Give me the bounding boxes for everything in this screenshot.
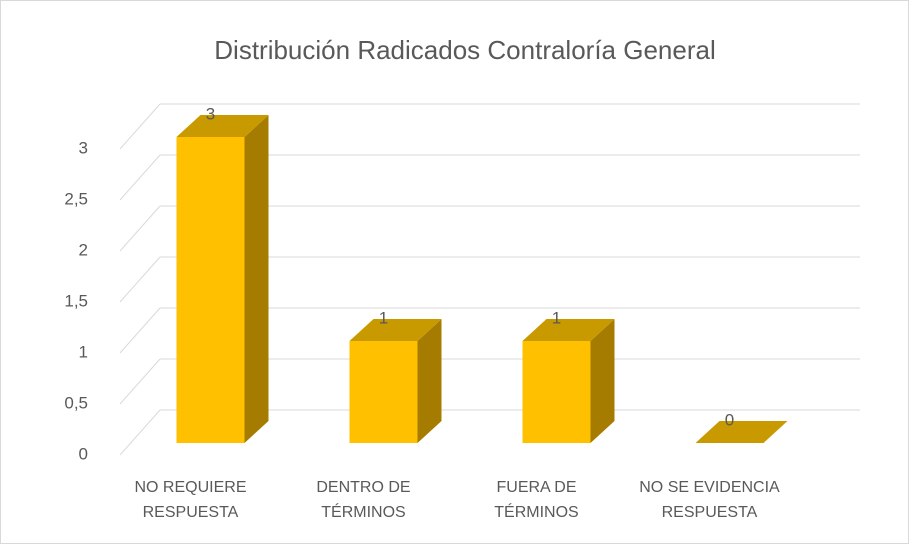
x-tick-label: NO SE EVIDENCIA RESPUESTA <box>639 479 780 521</box>
bar-top <box>695 421 788 443</box>
data-label: 3 <box>206 104 215 123</box>
chart-title: Distribución Radicados Contraloría Gener… <box>214 35 715 65</box>
x-tick-label: NO REQUIERE RESPUESTA <box>134 479 247 521</box>
y-tick-label: 0 <box>79 444 88 463</box>
y-tick-label: 3 <box>79 138 88 157</box>
y-tick-label: 0,5 <box>64 393 88 412</box>
bar-side <box>244 115 269 443</box>
bar-side <box>590 319 615 443</box>
y-tick-label: 2 <box>79 240 88 259</box>
grid-line-side <box>119 154 161 201</box>
grid-line-side <box>119 307 161 354</box>
x-tick-label: DENTRO DE TÉRMINOS <box>316 479 411 521</box>
y-tick-label: 2,5 <box>64 189 88 208</box>
grid-line-side <box>119 409 161 456</box>
bar <box>522 341 591 443</box>
grid-line-side <box>119 256 161 303</box>
y-tick-label: 1 <box>79 342 88 361</box>
bar-top <box>349 319 442 341</box>
bar <box>176 137 245 443</box>
bar-side <box>417 319 442 443</box>
grid-line-side <box>119 358 161 405</box>
data-label: 1 <box>379 308 388 327</box>
y-tick-label: 1,5 <box>64 291 88 310</box>
bar <box>349 341 418 443</box>
data-label: 1 <box>552 308 561 327</box>
data-label: 0 <box>725 410 734 429</box>
x-tick-label: FUERA DE TÉRMINOS <box>494 479 579 521</box>
bar-top <box>176 115 269 137</box>
grid-line-side <box>119 205 161 252</box>
grid-line-side <box>119 103 161 150</box>
bar-top <box>522 319 615 341</box>
